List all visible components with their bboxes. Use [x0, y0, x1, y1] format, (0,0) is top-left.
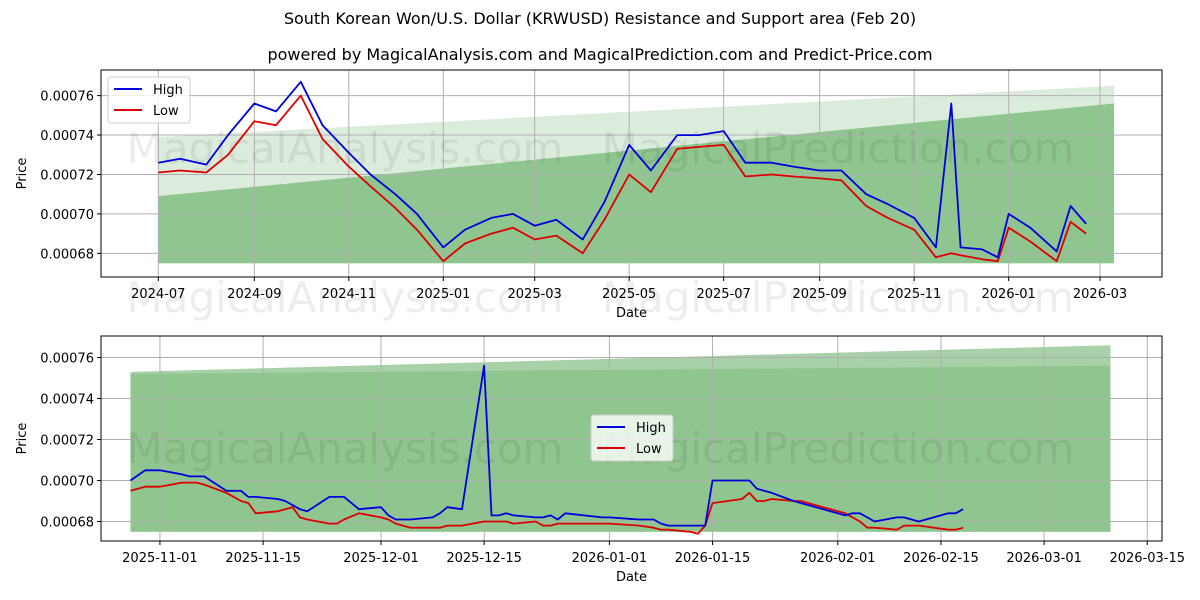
series-line-low: [158, 94, 1087, 263]
x-tick-label: 2024-11: [322, 287, 376, 302]
legend-label-high: High: [636, 421, 666, 436]
legend-label-low: Low: [636, 442, 662, 457]
y-tick-label: 0.00074: [40, 393, 94, 408]
x-axis-label: Date: [616, 570, 647, 585]
x-tick-label: 2025-09: [793, 287, 847, 302]
watermark: MagicalAnalysis.com: [127, 273, 564, 322]
legend-label-high: High: [153, 83, 183, 98]
x-tick-label: 2025-12-15: [446, 551, 522, 566]
x-tick-label: 2025-12-01: [343, 551, 419, 566]
legend: High Low: [107, 76, 191, 124]
series-line-high: [129, 364, 964, 527]
y-tick-label: 0.00072: [40, 168, 94, 183]
chart-title: South Korean Won/U.S. Dollar (KRWUSD) Re…: [283, 9, 917, 28]
y-tick-label: 0.00076: [40, 352, 94, 367]
x-tick-label: 2025-05: [602, 287, 656, 302]
x-tick-label: 2025-11: [887, 287, 941, 302]
chart-subtitle: powered by MagicalAnalysis.com and Magic…: [267, 45, 933, 64]
subplot-2: 0.00068 0.00070 0.00072 0.00074 0.00076 2025-…: [15, 335, 1185, 585]
plot-frame: [100, 69, 1163, 278]
watermark: MagicalPrediction.com: [602, 424, 1075, 473]
x-tick-label: 2024-07: [131, 287, 185, 302]
subplot-1: 0.00068 0.00070 0.00072 0.00074 0.00076 2024-…: [15, 69, 1163, 322]
x-tick-label: 2025-07: [696, 287, 750, 302]
watermark: MagicalPrediction.com: [602, 273, 1075, 322]
y-tick-label: 0.00076: [40, 90, 94, 105]
x-tick-label: 2026-02-15: [903, 551, 979, 566]
plot-frame: [100, 335, 1163, 542]
x-tick-label: 2024-09: [227, 287, 281, 302]
y-axis-label: Price: [15, 158, 30, 190]
y-tick-label: 0.00070: [40, 208, 94, 223]
x-tick-label: 2025-03: [508, 287, 562, 302]
x-tick-label: 2025-11-01: [122, 551, 198, 566]
support-band: [158, 103, 1114, 264]
x-tick-label: 2026-03-01: [1006, 551, 1082, 566]
x-tick-label: 2026-03-15: [1109, 551, 1185, 566]
x-axis-label: Date: [616, 306, 647, 321]
x-tick-label: 2026-03: [1073, 287, 1127, 302]
y-tick-label: 0.00072: [40, 434, 94, 449]
y-tick-label: 0.00070: [40, 475, 94, 490]
y-tick-label: 0.00068: [40, 516, 94, 531]
y-axis-label: Price: [15, 423, 30, 455]
y-tick-label: 0.00074: [40, 129, 94, 144]
y-tick-label: 0.00068: [40, 247, 94, 262]
series-line-high: [158, 80, 1087, 259]
legend: High Low: [590, 414, 674, 462]
watermark: MagicalAnalysis.com: [127, 424, 564, 473]
watermark: MagicalPrediction.com: [602, 124, 1075, 173]
x-tick-label: 2025-01: [416, 287, 470, 302]
x-tick-label: 2025-11-15: [225, 551, 301, 566]
x-tick-label: 2026-01: [981, 287, 1035, 302]
series-line-low: [130, 481, 964, 535]
legend-label-low: Low: [153, 104, 179, 119]
x-tick-label: 2026-01-15: [675, 551, 751, 566]
x-tick-label: 2026-01-01: [572, 551, 648, 566]
x-tick-label: 2026-02-01: [800, 551, 876, 566]
